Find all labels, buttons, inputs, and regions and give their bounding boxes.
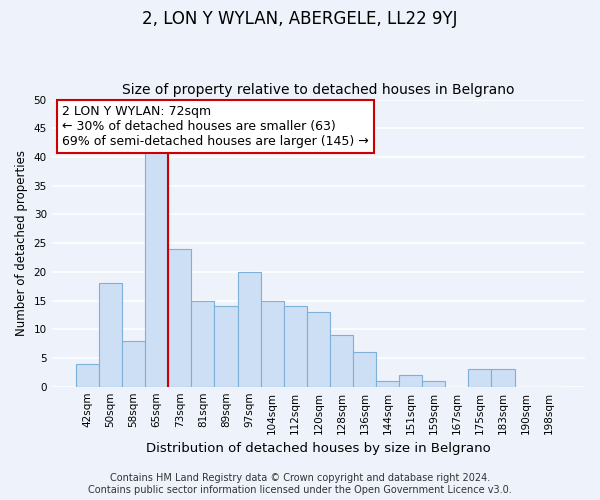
Bar [307, 312, 330, 386]
Bar [99, 284, 122, 387]
Bar [330, 335, 353, 386]
Bar [469, 370, 491, 386]
Bar [491, 370, 515, 386]
Text: 2, LON Y WYLAN, ABERGELE, LL22 9YJ: 2, LON Y WYLAN, ABERGELE, LL22 9YJ [142, 10, 458, 28]
Bar [76, 364, 99, 386]
Text: Contains HM Land Registry data © Crown copyright and database right 2024.
Contai: Contains HM Land Registry data © Crown c… [88, 474, 512, 495]
Bar [353, 352, 376, 386]
Bar [284, 306, 307, 386]
Bar [399, 375, 422, 386]
Bar [191, 300, 214, 386]
Bar [122, 340, 145, 386]
Bar [214, 306, 238, 386]
Bar [238, 272, 260, 386]
X-axis label: Distribution of detached houses by size in Belgrano: Distribution of detached houses by size … [146, 442, 491, 455]
Bar [145, 151, 168, 386]
Text: 2 LON Y WYLAN: 72sqm
← 30% of detached houses are smaller (63)
69% of semi-detac: 2 LON Y WYLAN: 72sqm ← 30% of detached h… [62, 106, 369, 148]
Bar [168, 249, 191, 386]
Title: Size of property relative to detached houses in Belgrano: Size of property relative to detached ho… [122, 83, 515, 97]
Y-axis label: Number of detached properties: Number of detached properties [15, 150, 28, 336]
Bar [260, 300, 284, 386]
Bar [376, 381, 399, 386]
Bar [422, 381, 445, 386]
